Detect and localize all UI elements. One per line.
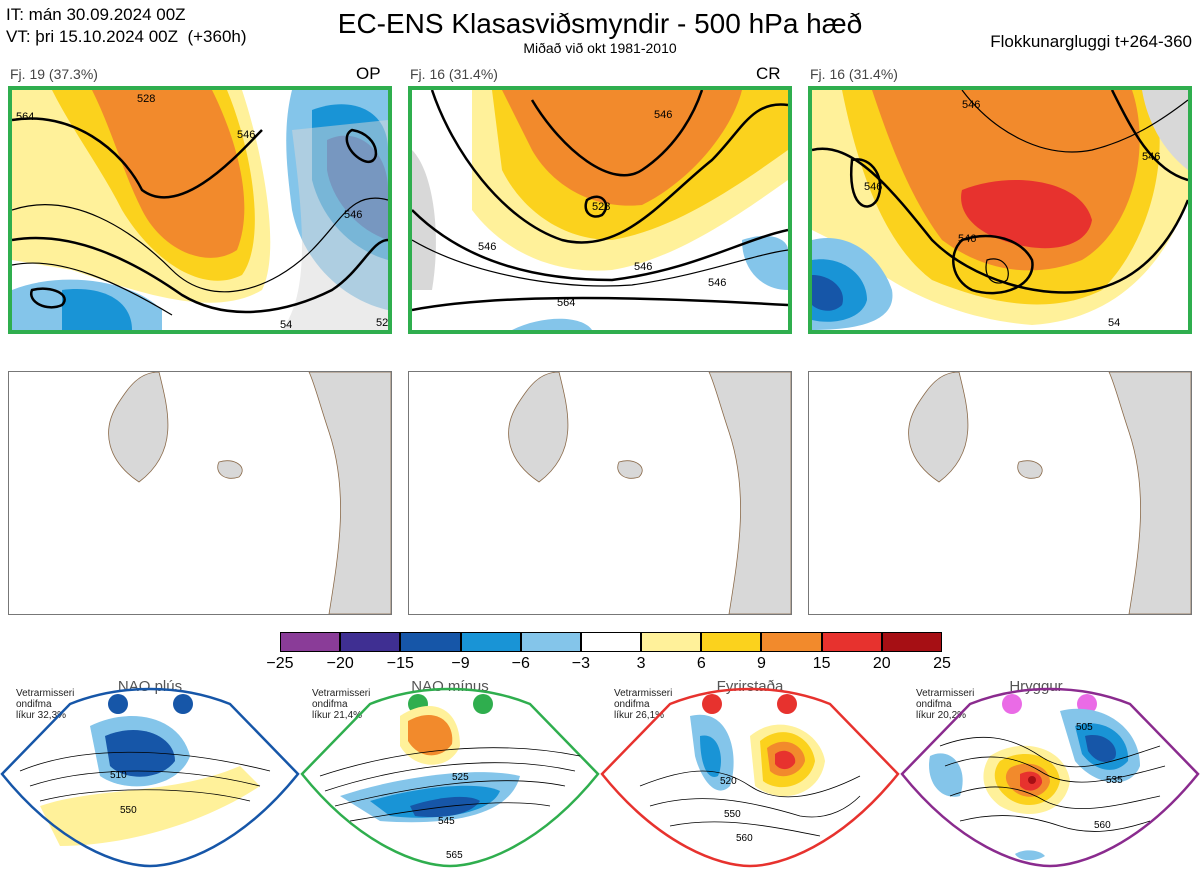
panel-2-contour-3: 546 xyxy=(478,241,496,253)
regime-nao-plus: Vetrarmisseri ondifma líkur 32,3% NAO plús… xyxy=(0,676,300,871)
colorbar-tick-label: 15 xyxy=(812,655,831,672)
colorbar-segment xyxy=(400,632,461,652)
colorbar-tick-label: −20 xyxy=(326,655,354,672)
regime-3-label-2: 550 xyxy=(724,809,741,820)
cluster-map-2: 546 528 546 546 546 564 xyxy=(408,86,792,334)
panel-1-contour-5: 54 xyxy=(280,319,292,330)
init-time: IT: mán 30.09.2024 00Z xyxy=(6,5,186,24)
colorbar-segment xyxy=(881,632,942,652)
regime-1-svg: 510 550 xyxy=(0,687,300,868)
colorbar-segment xyxy=(701,632,762,652)
colorbar-tick-label: 9 xyxy=(757,655,766,672)
cluster-map-3-svg: 546 546 546 546 54 xyxy=(812,90,1188,330)
empty-map-2-svg xyxy=(508,372,791,614)
colorbar-tick-label: 25 xyxy=(933,655,951,672)
colorbar-tick-label: 3 xyxy=(636,655,646,672)
regime-nao-minus: Vetrarmisseri ondifma líkur 21,4% NAO mínu… xyxy=(300,676,600,871)
lead-time: (+360h) xyxy=(187,27,247,46)
cluster-map-1: 564 528 546 546 54 52 xyxy=(8,86,392,334)
regime-3-label-1: 520 xyxy=(720,776,737,787)
colorbar-ticks: −25 −20 −15 −9 −6 −3 3 6 9 15 20 25 xyxy=(266,655,950,675)
regime-2-svg: 525 545 565 xyxy=(300,687,600,868)
panel-2-tag: CR xyxy=(756,64,781,83)
regime-2-label-3: 565 xyxy=(446,850,463,861)
empty-map-3 xyxy=(808,371,1192,615)
colorbar-segment xyxy=(821,632,882,652)
regime-3-label-3: 560 xyxy=(736,833,753,844)
colorbar-tick-label: −9 xyxy=(451,655,470,672)
colorbar-segment xyxy=(580,632,642,652)
panel-1-caption: Fj. 19 (37.3%) xyxy=(10,66,98,82)
panel-1-contour-4: 546 xyxy=(344,209,362,221)
panel-3-contour-3: 546 xyxy=(864,181,882,193)
panel-3-contour-2: 546 xyxy=(1142,151,1160,163)
regime-4-label-2: 535 xyxy=(1106,775,1123,786)
colorbar xyxy=(280,632,942,652)
regime-3-note: Vetrarmisseri ondifma líkur 26,1% xyxy=(614,688,673,721)
empty-map-1-svg xyxy=(108,372,391,614)
regime-1-label-2: 550 xyxy=(120,805,137,816)
valid-time: VT: þri 15.10.2024 00Z xyxy=(6,27,179,46)
colorbar-tick-label: −15 xyxy=(386,655,414,672)
colorbar-segment xyxy=(641,632,702,652)
colorbar-segment xyxy=(520,632,581,652)
header-left: IT: mán 30.09.2024 00Z VT: þri 15.10.202… xyxy=(6,4,247,48)
panel-2-contour-5: 546 xyxy=(708,277,726,289)
classification-window: Flokkunargluggi t+264-360 xyxy=(990,32,1192,51)
colorbar-tick-label: −25 xyxy=(266,655,294,672)
regime-1-label-1: 510 xyxy=(110,770,127,781)
page-title: EC-ENS Klasasviðsmyndir - 500 hPa hæð xyxy=(337,8,863,39)
panel-1-contour-6: 52 xyxy=(376,317,388,329)
regime-4-svg: 505 535 560 xyxy=(900,687,1200,868)
panel-1-contour-2: 528 xyxy=(137,93,155,105)
panel-2-contour-1: 546 xyxy=(654,109,672,121)
cluster-map-2-svg: 546 528 546 546 546 564 xyxy=(412,90,788,330)
panel-2-contour-4: 546 xyxy=(634,261,652,273)
page-subtitle: Miðað við okt 1981-2010 xyxy=(523,40,677,56)
panel-2-contour-2: 528 xyxy=(592,201,610,213)
regime-4-label-1: 505 xyxy=(1076,722,1093,733)
panel-3-caption: Fj. 16 (31.4%) xyxy=(810,66,898,82)
panel-3-contour-4: 546 xyxy=(958,233,976,245)
empty-map-3-svg xyxy=(908,372,1191,614)
panel-1-tag: OP xyxy=(356,64,381,83)
colorbar-tick-label: 20 xyxy=(872,655,891,672)
colorbar-tick-label: 6 xyxy=(696,655,706,672)
regime-1-note: Vetrarmisseri ondifma líkur 32,3% xyxy=(16,688,75,721)
colorbar-segment xyxy=(340,632,401,652)
colorbar-segment xyxy=(280,632,341,652)
colorbar-segment xyxy=(460,632,521,652)
regime-2-label-1: 525 xyxy=(452,772,469,783)
colorbar-tick-label: −3 xyxy=(571,655,591,672)
panel-1-contour-1: 564 xyxy=(16,111,34,123)
cluster-map-1-svg: 564 528 546 546 54 52 xyxy=(12,90,388,330)
regime-2-label-2: 545 xyxy=(438,816,455,827)
regime-4-label-3: 560 xyxy=(1094,820,1111,831)
panel-3-contour-1: 546 xyxy=(962,99,980,111)
panel-1-contour-3: 546 xyxy=(237,129,255,141)
cluster-map-3: 546 546 546 546 54 xyxy=(808,86,1192,334)
regime-blocking: Vetrarmisseri ondifma líkur 26,1% Fyrirsta… xyxy=(600,676,900,871)
panel-3-contour-5: 54 xyxy=(1108,317,1120,329)
colorbar-tick-label: −6 xyxy=(511,655,530,672)
colorbar-segment xyxy=(761,632,822,652)
empty-map-2 xyxy=(408,371,792,615)
regime-4-note: Vetrarmisseri ondifma líkur 20,2% xyxy=(916,688,975,721)
regime-3-svg: 520 550 560 xyxy=(600,687,900,868)
panel-2-contour-6: 564 xyxy=(557,297,575,309)
panel-2-caption: Fj. 16 (31.4%) xyxy=(410,66,498,82)
empty-map-1 xyxy=(8,371,392,615)
regime-ridge: Vetrarmisseri ondifma líkur 20,2% Hryggur … xyxy=(900,676,1200,871)
regime-2-note: Vetrarmisseri ondifma líkur 21,4% xyxy=(312,688,371,721)
